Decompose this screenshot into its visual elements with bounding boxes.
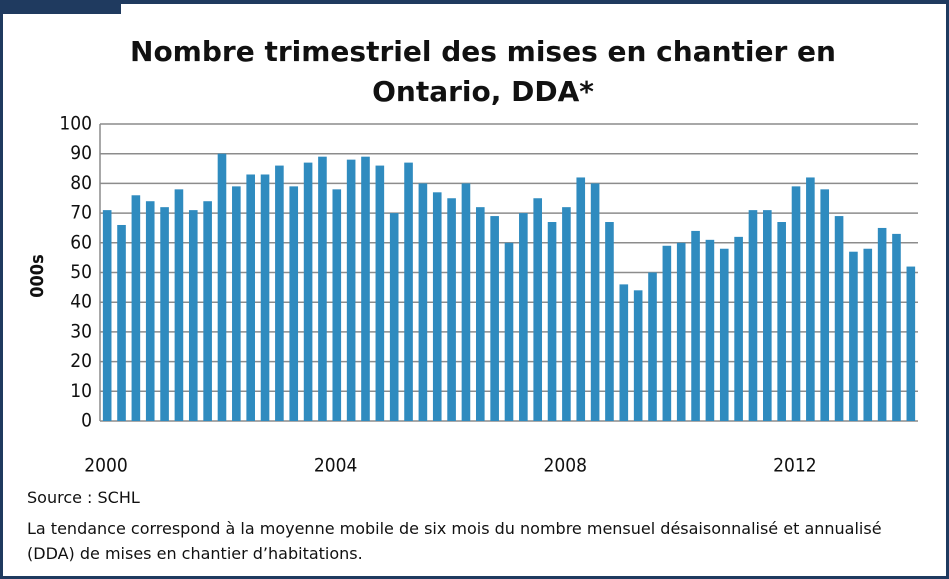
- bar: [863, 248, 873, 421]
- bar: [447, 198, 456, 421]
- bar: [763, 210, 772, 421]
- bar: [547, 222, 557, 421]
- chart: 000s 0 10 20 30 40 50 60 70 80 90 100 2000 2004 2008 2…: [27, 113, 918, 477]
- bar: [719, 248, 729, 421]
- bar: [145, 201, 155, 421]
- bar: [361, 156, 370, 422]
- y-tick-label: 80: [70, 172, 92, 194]
- bar: [691, 230, 700, 421]
- y-tick-label: 30: [70, 320, 92, 342]
- y-tick-label: 10: [70, 380, 92, 402]
- source: Source : SCHL: [27, 488, 140, 507]
- bar: [160, 207, 169, 421]
- bar: [332, 189, 342, 421]
- bar: [877, 227, 887, 421]
- bar: [275, 165, 284, 421]
- footnote: La tendance correspond à la moyenne mobi…: [27, 519, 882, 563]
- y-tick-label: 100: [59, 113, 92, 135]
- bar: [260, 174, 270, 421]
- bar: [375, 165, 385, 421]
- bar: [791, 186, 801, 421]
- y-tick-label: 50: [70, 261, 92, 283]
- bar: [892, 233, 901, 421]
- bar: [461, 183, 471, 421]
- y-tick-label: 20: [70, 350, 92, 372]
- bar: [906, 266, 916, 421]
- bar: [318, 156, 327, 422]
- bar: [633, 290, 643, 421]
- bar: [777, 222, 786, 421]
- bar: [533, 198, 543, 421]
- bar: [418, 183, 428, 421]
- bar: [748, 210, 758, 421]
- bar: [676, 242, 686, 421]
- y-tick-label: 60: [70, 231, 92, 253]
- bar: [605, 222, 614, 421]
- bar: [705, 239, 715, 421]
- bar: [188, 210, 198, 421]
- bar: [346, 159, 356, 421]
- bar: [303, 162, 313, 422]
- x-tick-label: 2004: [314, 455, 358, 477]
- bar: [232, 186, 241, 421]
- bar: [490, 216, 499, 421]
- bar: [246, 174, 255, 421]
- bar: [475, 207, 485, 421]
- y-tick-label: 40: [70, 291, 92, 313]
- y-tick-label: 90: [70, 142, 92, 164]
- x-tick-label: 2000: [84, 455, 128, 477]
- bar: [432, 192, 442, 421]
- bar: [820, 189, 830, 421]
- bar: [504, 242, 514, 421]
- bar: [117, 224, 126, 421]
- bar: [849, 251, 858, 421]
- x-tick-label: 2012: [773, 455, 817, 477]
- bar: [519, 213, 528, 421]
- x-tick-label: 2008: [543, 455, 587, 477]
- bar: [217, 153, 227, 421]
- bar: [834, 216, 844, 421]
- chart-title: Nombre trimestriel des mises en chantier…: [130, 35, 836, 108]
- bar: [619, 284, 629, 421]
- bar: [203, 201, 212, 421]
- bar: [389, 213, 399, 421]
- bar: [102, 210, 112, 421]
- y-tick-label: 0: [81, 410, 92, 432]
- y-tick-label: 70: [70, 202, 92, 224]
- bar: [404, 162, 413, 422]
- bar: [289, 186, 299, 421]
- bar: [131, 195, 141, 421]
- bar: [734, 236, 743, 421]
- bar: [562, 207, 571, 421]
- bar: [590, 183, 600, 421]
- bar: [576, 177, 586, 421]
- header-tab: [3, 4, 121, 14]
- y-axis-label: 000s: [27, 254, 48, 297]
- bar: [648, 272, 657, 421]
- bar: [174, 189, 184, 421]
- bar: [662, 245, 672, 421]
- bar: [806, 177, 815, 421]
